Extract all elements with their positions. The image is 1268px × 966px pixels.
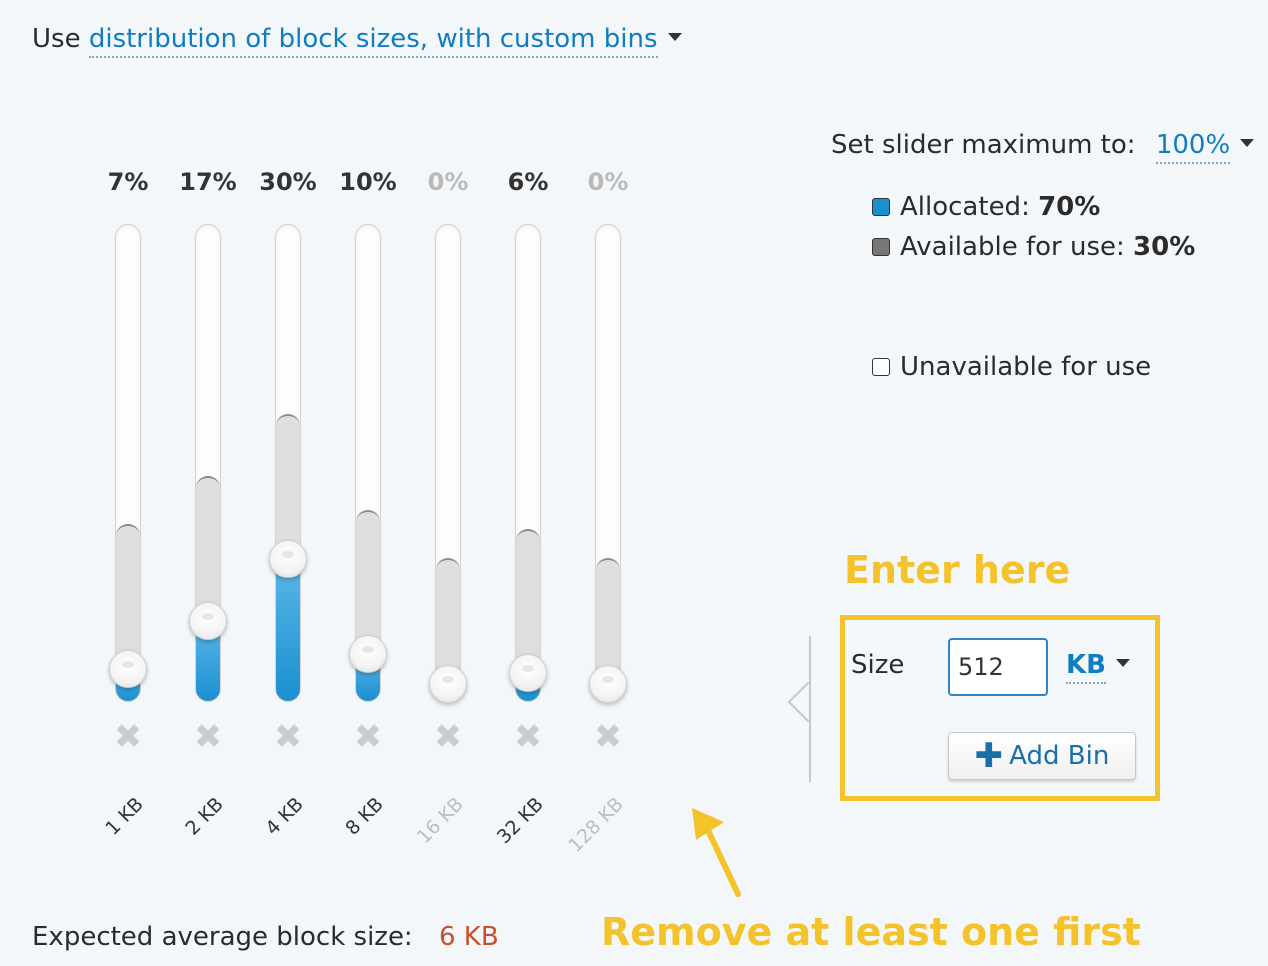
bin-size-input[interactable]	[948, 638, 1048, 696]
bin-size-label: 8 KB	[341, 793, 388, 840]
legend-allocated: Allocated: 70%	[872, 192, 1100, 222]
available-label: Available for use:	[900, 232, 1125, 262]
bin-slider-track[interactable]	[595, 224, 621, 702]
popover-border	[809, 636, 811, 782]
chevron-down-icon[interactable]	[1240, 138, 1255, 147]
bin-slider-track[interactable]	[355, 224, 381, 702]
available-value: 30%	[1133, 232, 1196, 262]
remove-bin-close-icon[interactable]: ✖	[513, 717, 543, 757]
slider-handle[interactable]	[509, 654, 547, 692]
slider-handle[interactable]	[189, 602, 227, 640]
size-label: Size	[851, 650, 905, 680]
legend-unavailable: Unavailable for use	[872, 352, 1151, 382]
add-bin-label: Add Bin	[1009, 741, 1110, 771]
bin-percent: 6%	[507, 168, 549, 196]
arrow-icon	[692, 808, 741, 897]
chevron-down-icon[interactable]	[1115, 658, 1130, 667]
slider-handle[interactable]	[589, 665, 627, 703]
unavailable-label: Unavailable for use	[900, 352, 1152, 382]
remove-bin-close-icon[interactable]: ✖	[433, 717, 463, 757]
bin-slider-track[interactable]	[515, 224, 541, 702]
bin-slider-track[interactable]	[435, 224, 461, 702]
use-label: Use	[32, 24, 81, 54]
allocated-label: Allocated:	[900, 192, 1030, 222]
chevron-down-icon[interactable]	[667, 32, 682, 41]
bin-percent: 0%	[587, 168, 629, 196]
allocated-value: 70%	[1038, 192, 1101, 222]
bin-percent: 30%	[259, 168, 317, 196]
bin-size-label: 32 KB	[492, 793, 548, 849]
popover-pointer	[787, 682, 810, 722]
remove-note-annotation: Remove at least one first	[601, 910, 1141, 954]
unit-dropdown[interactable]: KB	[1066, 650, 1106, 684]
slider-max-row: Set slider maximum to: 100%	[831, 130, 1255, 164]
bin-percent: 17%	[179, 168, 237, 196]
remove-bin-close-icon[interactable]: ✖	[193, 717, 223, 757]
allocated-fill	[276, 558, 300, 701]
bin-size-label: 4 KB	[261, 793, 308, 840]
distribution-mode-row: Use distribution of block sizes, with cu…	[32, 24, 682, 58]
bin-percent: 0%	[427, 168, 469, 196]
avg-block-size-label: Expected average block size:	[32, 922, 413, 952]
slider-handle[interactable]	[429, 665, 467, 703]
unavailable-swatch	[872, 358, 890, 376]
bin-size-label: 16 KB	[412, 793, 468, 849]
slider-max-label: Set slider maximum to:	[831, 130, 1136, 160]
slider-handle[interactable]	[109, 650, 147, 688]
slider-handle[interactable]	[349, 635, 387, 673]
remove-bin-close-icon[interactable]: ✖	[273, 717, 303, 757]
bin-percent: 10%	[339, 168, 397, 196]
bin-slider-track[interactable]	[275, 224, 301, 702]
bin-slider-track[interactable]	[115, 224, 141, 702]
remove-bin-close-icon[interactable]: ✖	[353, 717, 383, 757]
available-swatch	[872, 238, 890, 256]
plus-icon: ✚	[974, 736, 1004, 776]
bin-size-label: 2 KB	[181, 793, 228, 840]
add-bin-button[interactable]: ✚ Add Bin	[948, 732, 1136, 780]
legend-available: Available for use: 30%	[872, 232, 1195, 262]
bin-size-label: 128 KB	[564, 793, 628, 857]
distribution-mode-dropdown[interactable]: distribution of block sizes, with custom…	[88, 24, 658, 58]
slider-max-dropdown[interactable]: 100%	[1155, 130, 1231, 164]
remove-bin-close-icon[interactable]: ✖	[593, 717, 623, 757]
bin-percent: 7%	[107, 168, 149, 196]
avg-block-size-value: 6 KB	[439, 922, 499, 952]
remove-bin-close-icon[interactable]: ✖	[113, 717, 143, 757]
unit-dropdown-row: KB	[1066, 650, 1130, 684]
bin-size-label: 1 KB	[101, 793, 148, 840]
allocated-swatch	[872, 198, 890, 216]
enter-here-annotation: Enter here	[844, 548, 1071, 592]
slider-handle[interactable]	[269, 540, 307, 578]
